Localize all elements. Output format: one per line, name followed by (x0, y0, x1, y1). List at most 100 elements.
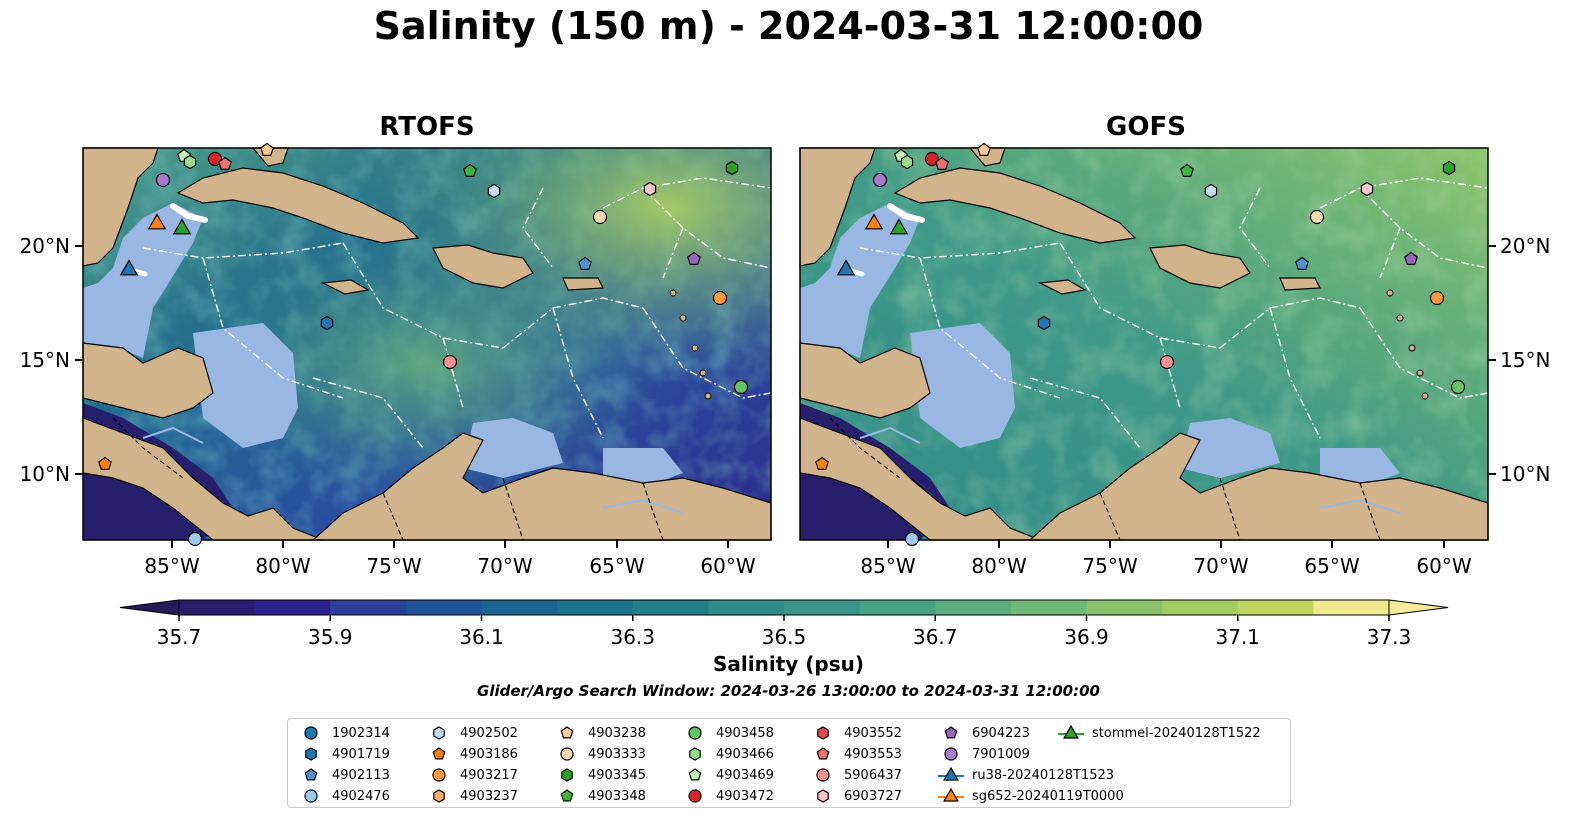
legend-label: 4902113 (332, 767, 390, 783)
triangle-marker-icon (938, 787, 964, 802)
colorbar-segment (1010, 600, 1087, 615)
colorbar-segment (1162, 600, 1239, 615)
legend-item: 4903237 (426, 786, 518, 806)
pentagon-marker (688, 768, 702, 781)
float-marker (1404, 251, 1418, 265)
circle-marker (944, 747, 958, 761)
legend-item: 4903238 (554, 723, 646, 743)
rtofs-panel-title: RTOFS (379, 112, 475, 142)
hexagon-marker-icon (433, 726, 445, 740)
figure-title: Salinity (150 m) - 2024-03-31 12:00:00 (373, 4, 1204, 48)
legend-item: 4903345 (554, 765, 646, 785)
glider-marker (119, 259, 139, 276)
hexagon-marker-icon (561, 768, 573, 782)
legend-item: 4903348 (554, 786, 646, 806)
glider-marker (172, 218, 192, 235)
legend-label: 5906437 (844, 767, 902, 783)
circle-marker (688, 789, 702, 803)
colorbar-tick-label: 36.7 (913, 625, 958, 649)
legend: 1902314 4901719 4902113 4902476 4902502 49031… (287, 718, 1291, 808)
colorbar-tick-label: 36.9 (1064, 625, 1109, 649)
circle-marker-icon (304, 789, 318, 803)
hexagon-marker (305, 747, 317, 761)
legend-label: 6904223 (972, 725, 1030, 741)
circle-marker-icon (560, 747, 574, 761)
hexagon-marker-icon (817, 789, 829, 803)
legend-item: 7901009 (938, 744, 1030, 764)
float-marker (183, 154, 197, 170)
circle-marker (560, 747, 574, 761)
colorbar-segment (1313, 600, 1390, 615)
legend-label: 4903472 (716, 788, 774, 804)
rtofs-x-tick-label: 75°W (366, 554, 421, 578)
legend-label: 4903217 (460, 767, 518, 783)
colorbar-segment (632, 600, 709, 615)
float-marker (1450, 379, 1466, 395)
legend-item: 4902502 (426, 723, 518, 743)
legend-label: 7901009 (972, 746, 1030, 762)
legend-label: 4902502 (460, 725, 518, 741)
float-marker (815, 456, 829, 470)
legend-label: 4903186 (460, 746, 518, 762)
glider-marker (147, 213, 167, 230)
legend-item: 4902476 (298, 786, 390, 806)
legend-label: ru38-20240128T1523 (972, 767, 1115, 783)
legend-item: 5906437 (810, 765, 902, 785)
float-marker (935, 156, 949, 170)
circle-marker (688, 726, 702, 740)
colorbar-segment (405, 600, 482, 615)
legend-label: 4901719 (332, 746, 390, 762)
y-tick-label-left: 15°N (20, 348, 70, 372)
float-marker (904, 531, 920, 547)
legend-label: 4903469 (716, 767, 774, 783)
colorbar-tick-label: 35.7 (157, 625, 202, 649)
legend-item: 4903217 (426, 765, 518, 785)
pentagon-marker-icon (944, 726, 958, 739)
float-marker (442, 354, 458, 370)
legend-label: 4903466 (716, 746, 774, 762)
rtofs-x-tick-label: 85°W (144, 554, 199, 578)
legend-label: 4902476 (332, 788, 390, 804)
triangle-marker (943, 787, 959, 802)
colorbar-tick-label: 36.3 (610, 625, 655, 649)
search-window-text: Glider/Argo Search Window: 2024-03-26 13… (477, 682, 1100, 700)
legend-item: 4903333 (554, 744, 646, 764)
hexagon-marker-icon (305, 747, 317, 761)
circle-marker (304, 789, 318, 803)
float-marker (643, 181, 657, 197)
circle-marker (304, 726, 318, 740)
gofs-panel-title: GOFS (1106, 112, 1186, 142)
y-tick-label-right: 10°N (1500, 462, 1550, 486)
legend-label: 4903348 (588, 788, 646, 804)
pentagon-marker (304, 768, 318, 781)
colorbar-tick-label: 37.3 (1367, 625, 1412, 649)
pentagon-marker-icon (304, 768, 318, 781)
legend-item: 4903553 (810, 744, 902, 764)
colorbar-segment (330, 600, 407, 615)
legend-label: 4903345 (588, 767, 646, 783)
y-tick-label-left: 10°N (20, 462, 70, 486)
glider-marker (864, 213, 884, 230)
float-marker (578, 256, 592, 270)
float-marker (712, 290, 728, 306)
legend-label: sg652-20240119T0000 (972, 788, 1124, 804)
float-marker (1037, 315, 1051, 331)
float-marker (98, 456, 112, 470)
hexagon-marker (561, 768, 573, 782)
rtofs-x-tick-label: 60°W (700, 554, 755, 578)
gofs-map (799, 142, 1489, 547)
legend-item: 4903469 (682, 765, 774, 785)
float-marker (463, 163, 477, 177)
legend-label: 6903727 (844, 788, 902, 804)
colorbar-tick-label: 37.1 (1215, 625, 1260, 649)
colorbar-segment (179, 600, 256, 615)
rtofs-x-tick-label: 70°W (477, 554, 532, 578)
legend-label: stommel-20240128T1522 (1092, 725, 1261, 741)
gofs-x-tick-label: 70°W (1193, 554, 1248, 578)
colorbar-tick-label: 36.1 (459, 625, 504, 649)
legend-item: ru38-20240128T1523 (938, 765, 1114, 785)
float-marker (1442, 160, 1456, 176)
colorbar-segment (254, 600, 331, 615)
float-marker (977, 142, 991, 156)
